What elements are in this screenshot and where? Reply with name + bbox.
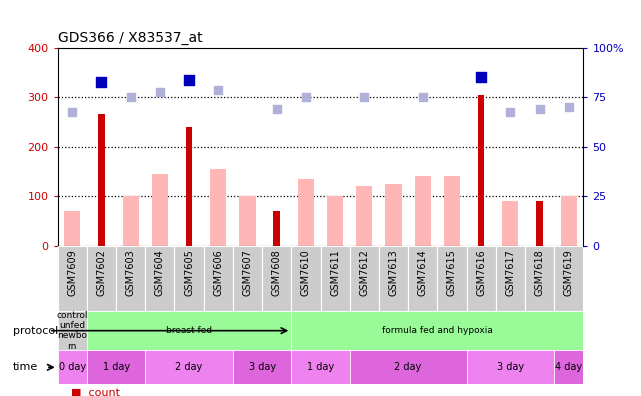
Point (96, 79, 106, 85)
Text: 3 day: 3 day (249, 362, 276, 372)
Bar (262, 246, 291, 311)
Text: GSM7617: GSM7617 (505, 249, 515, 296)
Point (476, 74, 487, 80)
Text: ■  count: ■ count (71, 388, 119, 396)
Bar (87, 350, 146, 384)
Text: 2 day: 2 day (394, 362, 422, 372)
Bar (503, 201, 519, 246)
Text: breast fed: breast fed (166, 326, 212, 335)
Text: formula fed and hypoxia: formula fed and hypoxia (382, 326, 493, 335)
Bar (385, 184, 401, 246)
Bar (350, 350, 467, 384)
Point (359, 94, 369, 100)
Text: GSM7605: GSM7605 (184, 249, 194, 296)
Bar (495, 246, 525, 311)
Bar (408, 246, 437, 311)
Text: protocol: protocol (13, 326, 58, 336)
Text: GSM7611: GSM7611 (330, 249, 340, 295)
Text: GSM7609: GSM7609 (67, 249, 78, 295)
Point (505, 109, 515, 115)
Text: GDS366 / X83537_at: GDS366 / X83537_at (58, 31, 203, 45)
Text: 0 day: 0 day (59, 362, 86, 372)
Bar (152, 174, 168, 246)
Point (184, 76, 194, 83)
Bar (379, 246, 408, 311)
Bar (554, 246, 583, 311)
Point (67, 109, 78, 115)
Bar (467, 350, 554, 384)
Bar (525, 246, 554, 311)
Bar (350, 246, 379, 311)
Bar (58, 311, 87, 350)
Bar (561, 196, 577, 246)
Text: GSM7612: GSM7612 (360, 249, 369, 296)
Point (213, 86, 224, 93)
Bar (356, 186, 372, 246)
Bar (233, 350, 291, 384)
Bar (291, 246, 320, 311)
Bar (240, 196, 256, 246)
Point (272, 106, 282, 112)
Text: GSM7615: GSM7615 (447, 249, 457, 296)
Bar (444, 176, 460, 246)
Text: GSM7604: GSM7604 (155, 249, 165, 295)
Point (563, 104, 574, 110)
Bar (298, 179, 314, 246)
Text: 1 day: 1 day (103, 362, 129, 372)
Text: 1 day: 1 day (307, 362, 334, 372)
Bar (64, 211, 80, 246)
Bar (554, 350, 583, 384)
Bar (274, 211, 280, 246)
Text: GSM7613: GSM7613 (388, 249, 399, 295)
Text: GSM7616: GSM7616 (476, 249, 486, 295)
Bar (478, 95, 485, 246)
Point (126, 94, 136, 100)
Text: GSM7607: GSM7607 (242, 249, 253, 296)
Bar (146, 246, 174, 311)
Text: GSM7618: GSM7618 (535, 249, 544, 295)
Bar (87, 246, 116, 311)
Text: GSM7608: GSM7608 (272, 249, 281, 295)
Point (154, 89, 165, 95)
Bar (233, 246, 262, 311)
Bar (122, 196, 138, 246)
Text: GSM7602: GSM7602 (97, 249, 106, 296)
Bar (204, 246, 233, 311)
Text: GSM7603: GSM7603 (126, 249, 136, 295)
Text: GSM7610: GSM7610 (301, 249, 311, 295)
Bar (87, 311, 291, 350)
Bar (58, 350, 87, 384)
Bar (116, 246, 146, 311)
Bar (327, 196, 343, 246)
Bar (291, 350, 350, 384)
Text: time: time (13, 362, 38, 372)
Bar (174, 246, 204, 311)
Bar (186, 127, 192, 246)
Bar (98, 114, 104, 246)
Point (301, 94, 311, 100)
Text: GSM7619: GSM7619 (563, 249, 574, 295)
Bar (467, 246, 495, 311)
Bar (415, 176, 431, 246)
Text: GSM7606: GSM7606 (213, 249, 223, 295)
Bar (210, 169, 226, 246)
Bar (437, 246, 467, 311)
Point (417, 94, 428, 100)
Text: GSM7614: GSM7614 (418, 249, 428, 295)
Text: 2 day: 2 day (176, 362, 203, 372)
Text: 4 day: 4 day (555, 362, 582, 372)
Bar (537, 201, 543, 246)
Bar (320, 246, 350, 311)
Bar (146, 350, 233, 384)
Bar (58, 246, 87, 311)
Text: 3 day: 3 day (497, 362, 524, 372)
Point (535, 106, 545, 112)
Bar (291, 311, 583, 350)
Text: control
unfed
newbo
rn: control unfed newbo rn (56, 310, 88, 351)
